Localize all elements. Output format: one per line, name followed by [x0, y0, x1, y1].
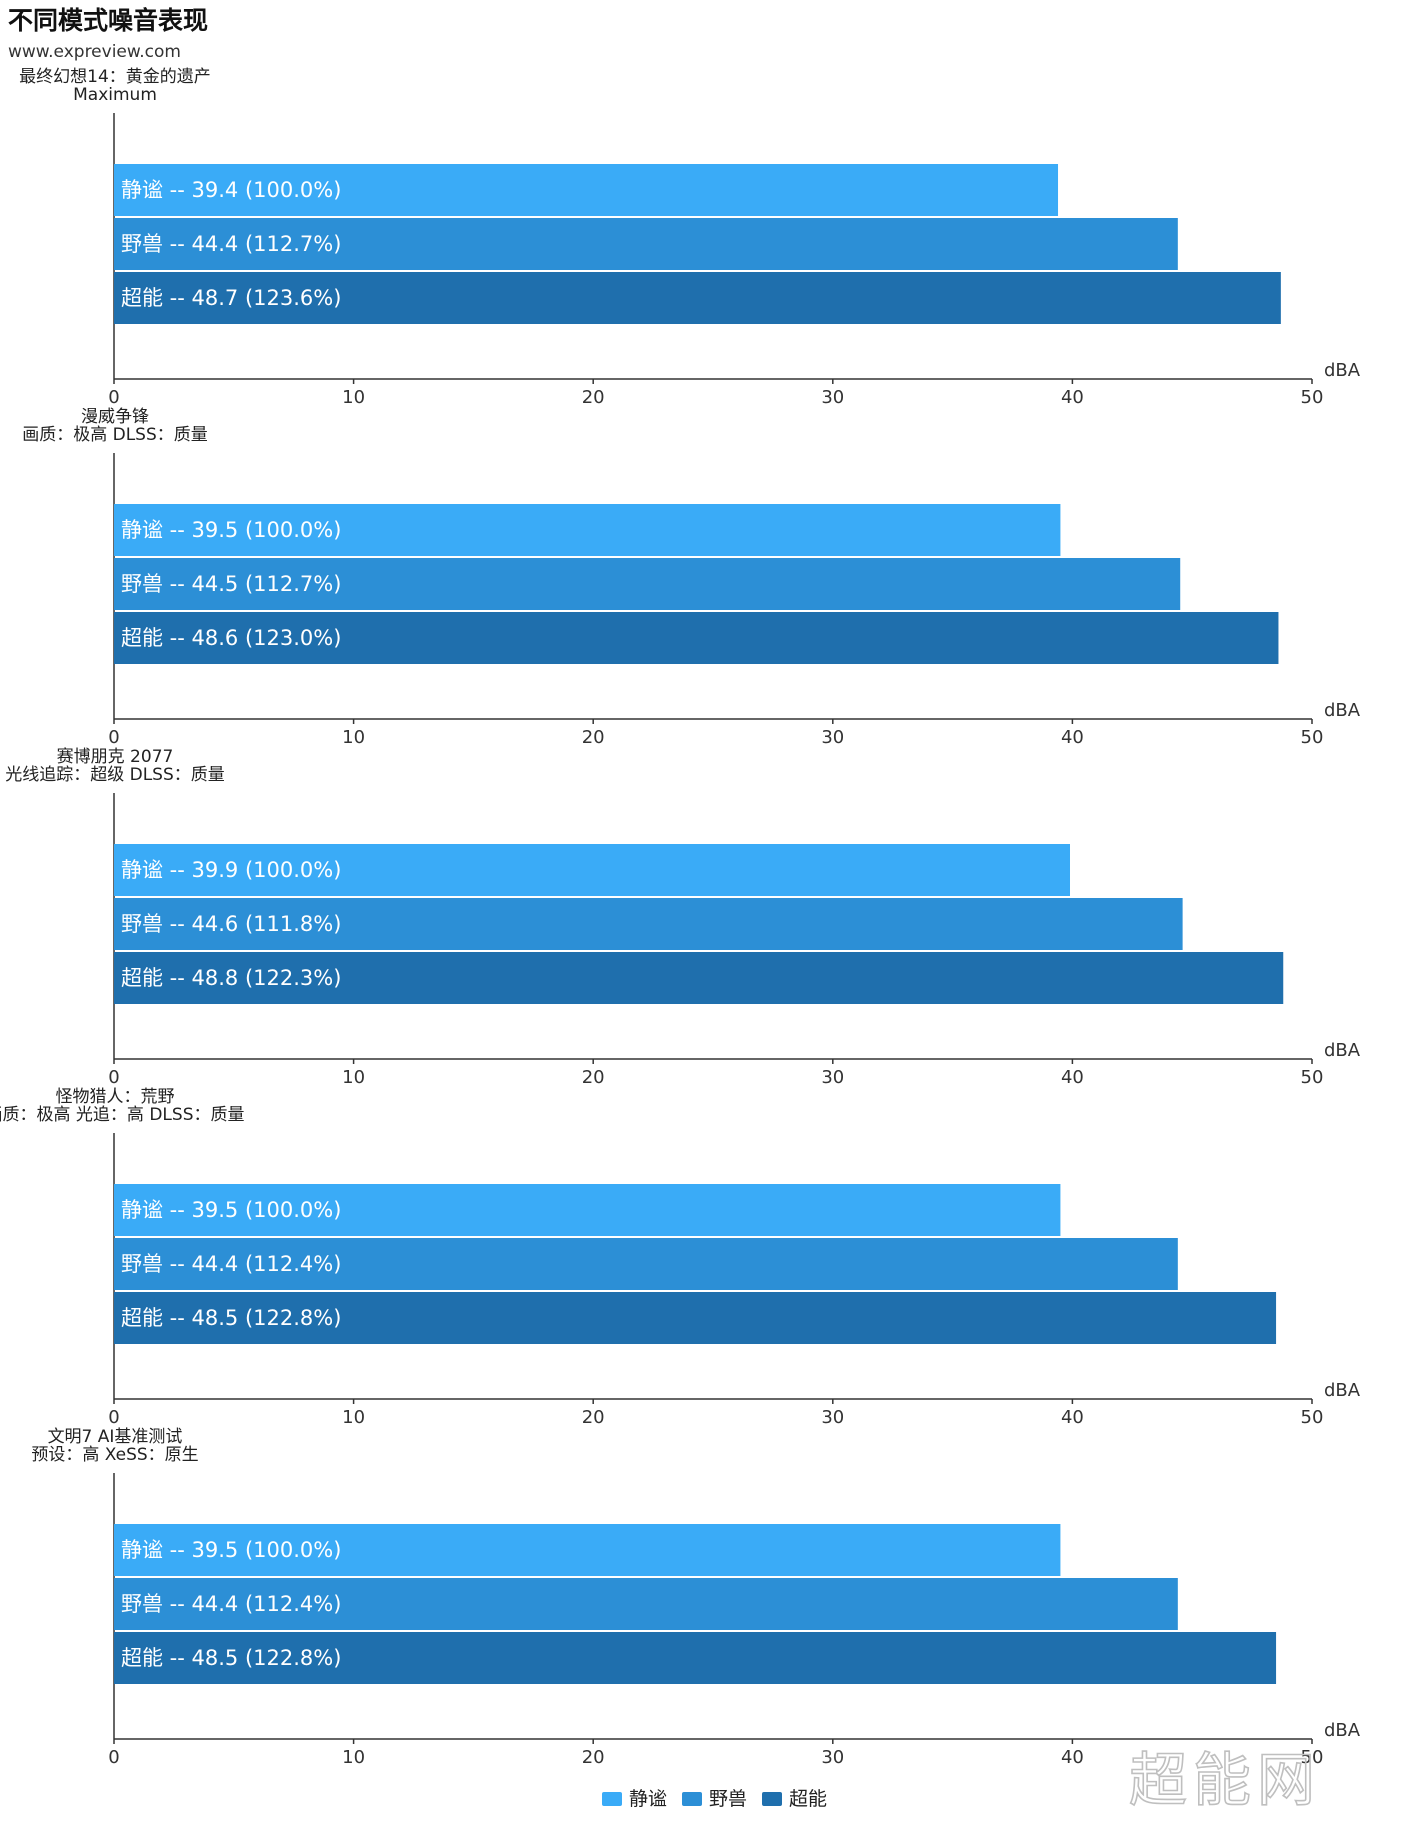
bar-value-label: 静谧 -- 39.9 (100.0%) [121, 858, 341, 882]
x-tick-label: 50 [1301, 1067, 1324, 1088]
x-axis-unit: dBA [1324, 1380, 1361, 1401]
x-tick-label: 10 [342, 1747, 365, 1768]
x-tick-label: 40 [1061, 1067, 1084, 1088]
bar-value-label: 野兽 -- 44.4 (112.4%) [121, 1252, 341, 1276]
bar-value-label: 超能 -- 48.5 (122.8%) [121, 1646, 341, 1670]
legend: 静谧 野兽 超能 [602, 1788, 827, 1810]
x-tick-label: 50 [1301, 727, 1324, 748]
panel-title-line: 预设：高 XeSS：原生 [31, 1445, 198, 1465]
x-axis-unit: dBA [1324, 1720, 1361, 1741]
x-tick-label: 50 [1301, 1407, 1324, 1428]
x-tick-label: 0 [108, 1407, 119, 1428]
x-tick-label: 10 [342, 1407, 365, 1428]
panel-title-line: 最终幻想14：黄金的遗产 [19, 67, 211, 87]
x-tick-label: 20 [582, 1747, 605, 1768]
bar-value-label: 超能 -- 48.5 (122.8%) [121, 1306, 341, 1330]
bar-value-label: 超能 -- 48.6 (123.0%) [121, 626, 341, 650]
x-axis-unit: dBA [1324, 360, 1361, 381]
bar-静谧 [114, 844, 1071, 896]
panel-title-line: 文明7 AI基准测试 [48, 1427, 183, 1447]
x-tick-label: 30 [821, 1747, 844, 1768]
x-tick-label: 30 [821, 727, 844, 748]
x-tick-label: 40 [1061, 727, 1084, 748]
panel-title-line: 光线追踪：超级 DLSS：质量 [5, 765, 225, 785]
bar-超能 [114, 612, 1279, 664]
bar-value-label: 野兽 -- 44.4 (112.7%) [121, 232, 341, 256]
bar-野兽 [114, 218, 1178, 270]
x-tick-label: 20 [582, 727, 605, 748]
x-tick-label: 0 [108, 1067, 119, 1088]
x-tick-label: 20 [582, 1067, 605, 1088]
site-url: www.expreview.com [8, 42, 181, 62]
x-tick-label: 20 [582, 1407, 605, 1428]
x-tick-label: 30 [821, 387, 844, 408]
x-tick-label: 0 [108, 1747, 119, 1768]
legend-swatch [682, 1792, 702, 1806]
panel-title-line: 怪物猎人：荒野 [56, 1087, 175, 1107]
x-tick-label: 0 [108, 727, 119, 748]
bar-value-label: 野兽 -- 44.6 (111.8%) [121, 912, 341, 936]
bar-静谧 [114, 164, 1059, 216]
panel-title-line: 赛博朋克 2077 [57, 746, 174, 767]
bar-野兽 [114, 1578, 1178, 1630]
legend-swatch [602, 1792, 622, 1806]
x-axis-unit: dBA [1324, 700, 1361, 721]
bar-value-label: 静谧 -- 39.5 (100.0%) [121, 1538, 341, 1562]
legend-label: 超能 [789, 1788, 827, 1810]
bar-静谧 [114, 1524, 1061, 1576]
watermark-logo: 超能网 [1129, 1746, 1321, 1814]
bar-静谧 [114, 504, 1061, 556]
x-tick-label: 10 [342, 1067, 365, 1088]
bar-value-label: 静谧 -- 39.5 (100.0%) [121, 518, 341, 542]
panel-title-line: 画质：极高 光追：高 DLSS：质量 [0, 1105, 244, 1125]
panel-title-line: 漫威争锋 [81, 407, 149, 427]
x-tick-label: 50 [1301, 387, 1324, 408]
bar-野兽 [114, 898, 1183, 950]
x-tick-label: 30 [821, 1067, 844, 1088]
bar-野兽 [114, 558, 1181, 610]
x-tick-label: 0 [108, 387, 119, 408]
x-tick-label: 30 [821, 1407, 844, 1428]
x-axis-unit: dBA [1324, 1040, 1361, 1061]
bar-value-label: 静谧 -- 39.5 (100.0%) [121, 1198, 341, 1222]
x-tick-label: 50 [1301, 1747, 1324, 1768]
legend-swatch [762, 1792, 782, 1806]
bar-野兽 [114, 1238, 1178, 1290]
bar-value-label: 超能 -- 48.7 (123.6%) [121, 286, 341, 310]
x-tick-label: 40 [1061, 1747, 1084, 1768]
x-tick-label: 20 [582, 387, 605, 408]
bar-超能 [114, 272, 1281, 324]
x-tick-label: 40 [1061, 1407, 1084, 1428]
chart-title: 不同模式噪音表现 [8, 6, 208, 35]
legend-label: 野兽 [709, 1788, 747, 1810]
bar-value-label: 超能 -- 48.8 (122.3%) [121, 966, 341, 990]
bar-超能 [114, 1292, 1277, 1344]
panel-title-line: 画质：极高 DLSS：质量 [22, 425, 208, 445]
x-tick-label: 10 [342, 387, 365, 408]
bar-value-label: 野兽 -- 44.5 (112.7%) [121, 572, 341, 596]
bar-静谧 [114, 1184, 1061, 1236]
bar-超能 [114, 952, 1284, 1004]
bar-value-label: 静谧 -- 39.4 (100.0%) [121, 178, 341, 202]
x-tick-label: 10 [342, 727, 365, 748]
bar-value-label: 野兽 -- 44.4 (112.4%) [121, 1592, 341, 1616]
panel-title-line: Maximum [73, 85, 157, 105]
legend-label: 静谧 [629, 1788, 667, 1810]
x-tick-label: 40 [1061, 387, 1084, 408]
bar-超能 [114, 1632, 1277, 1684]
